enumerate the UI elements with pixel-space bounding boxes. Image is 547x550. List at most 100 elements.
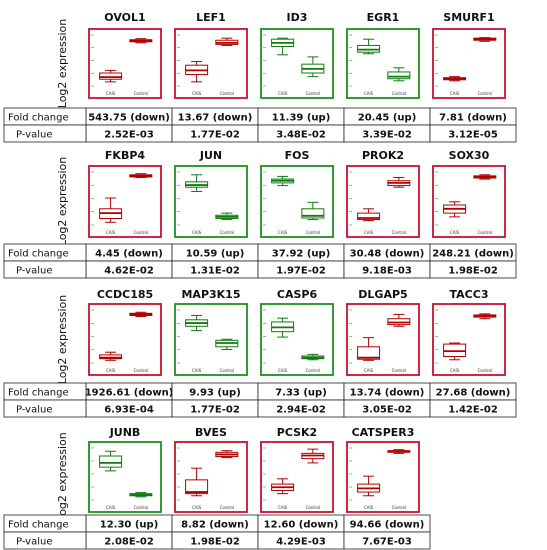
plot-frame xyxy=(260,303,334,376)
row-1-labels: Log2 expression Fold change P-value xyxy=(3,19,87,143)
gene-title: FKBP4 xyxy=(105,149,145,162)
category-label: CAIS xyxy=(278,91,288,96)
category-label: Control xyxy=(134,91,148,96)
box-control xyxy=(301,448,325,464)
fold-change-label: Fold change xyxy=(8,520,69,531)
category-label: CAIS xyxy=(106,91,116,96)
box-iqr xyxy=(357,212,381,221)
box-control xyxy=(301,353,325,361)
p-value: 1.31E-02 xyxy=(190,266,240,277)
category-label: Control xyxy=(478,91,492,96)
fold-change-value: 9.93 (up) xyxy=(189,388,241,399)
fold-change-value: 12.60 (down) xyxy=(264,520,339,531)
gene-title: CCDC185 xyxy=(97,288,153,301)
gene-title: PCSK2 xyxy=(277,426,317,439)
p-value-label: P-value xyxy=(16,266,52,277)
fold-change-value: 11.39 (up) xyxy=(272,113,331,124)
fold-change-value: 27.68 (down) xyxy=(436,388,511,399)
panel-prok2: PROK2 CAIS Control 30.48 (down) 9.18E-03 xyxy=(343,149,431,279)
y-axis-label: Log2 expression xyxy=(56,295,69,385)
panel-dlgap5: DLGAP5 CAIS Control 13.74 (down) 3.05E-02 xyxy=(343,288,431,418)
pvalue-cell xyxy=(429,124,517,143)
pvalue-label-cell xyxy=(3,399,87,418)
box-cais xyxy=(357,38,381,55)
pvalue-label-cell xyxy=(3,260,87,279)
box-iqr xyxy=(387,71,411,80)
gene-title: FOS xyxy=(285,149,310,162)
panel-fkbp4: FKBP4 CAIS Control 4.45 (down) 4.62E-02 xyxy=(85,149,173,279)
p-value: 7.67E-03 xyxy=(362,537,412,548)
gene-title: BVES xyxy=(195,426,227,439)
box-iqr xyxy=(99,72,123,80)
p-value: 1.77E-02 xyxy=(190,130,240,141)
fold-change-value: 30.48 (down) xyxy=(350,249,425,260)
p-value: 3.05E-02 xyxy=(362,405,412,416)
box-control xyxy=(215,450,239,459)
box-control xyxy=(215,212,239,221)
category-label: Control xyxy=(478,230,492,235)
fold-change-value: 37.92 (up) xyxy=(272,249,331,260)
panel-junb: JUNB CAIS Control 12.30 (up) 2.08E-02 xyxy=(85,426,173,550)
gene-title: EGR1 xyxy=(367,11,400,24)
fold-change-value: 543.75 (down) xyxy=(88,113,170,124)
box-cais xyxy=(185,314,209,332)
gene-title: MAP3K15 xyxy=(181,288,240,301)
pvalue-cell xyxy=(429,399,517,418)
p-value: 6.93E-04 xyxy=(104,405,154,416)
box-control xyxy=(473,313,497,320)
category-label: CAIS xyxy=(192,230,202,235)
gene-title: JUN xyxy=(199,149,222,162)
category-label: Control xyxy=(392,368,406,373)
plot-frame xyxy=(346,28,420,99)
pvalue-cell xyxy=(429,260,517,279)
gene-title: SOX30 xyxy=(449,149,490,162)
y-axis-label: Log2 expression xyxy=(56,432,69,522)
box-cais xyxy=(443,76,467,82)
box-cais xyxy=(357,208,381,222)
gene-title: PROK2 xyxy=(362,149,404,162)
p-value: 2.08E-02 xyxy=(104,537,154,548)
y-axis-label: Log2 expression xyxy=(56,19,69,109)
fold-change-value: 20.45 (up) xyxy=(358,113,417,124)
category-label: CAIS xyxy=(106,505,116,510)
panel-smurf1: SMURF1 CAIS Control 7.81 (down) 3.12E-05 xyxy=(429,11,517,143)
pvalue-label-cell xyxy=(3,124,87,143)
box-control xyxy=(301,56,325,78)
plot-frame xyxy=(88,441,162,513)
box-cais xyxy=(271,478,295,495)
box-cais xyxy=(357,475,381,497)
category-label: CAIS xyxy=(450,230,460,235)
category-label: Control xyxy=(392,230,406,235)
panel-lef1: LEF1 CAIS Control 13.67 (down) 1.77E-02 xyxy=(171,11,259,143)
plot-frame xyxy=(346,303,420,376)
box-control xyxy=(473,174,497,180)
box-cais xyxy=(357,337,381,361)
category-label: CAIS xyxy=(192,91,202,96)
box-control xyxy=(387,313,411,327)
fold-change-value: 13.74 (down) xyxy=(350,388,425,399)
fold-change-value: 8.82 (down) xyxy=(181,520,249,531)
p-value: 4.62E-02 xyxy=(104,266,154,277)
plot-frame xyxy=(260,441,334,513)
panel-id3: ID3 CAIS Control 11.39 (up) 3.48E-02 xyxy=(257,11,345,143)
category-label: CAIS xyxy=(364,230,374,235)
box-cais xyxy=(99,197,123,223)
panel-egr1: EGR1 CAIS Control 20.45 (up) 3.39E-02 xyxy=(343,11,431,143)
category-label: Control xyxy=(220,505,234,510)
panel-catsper3: CATSPER3 CAIS Control 94.66 (down) 7.67E-03 xyxy=(343,426,431,550)
box-iqr xyxy=(357,346,381,360)
box-control xyxy=(129,173,153,178)
box-cais xyxy=(271,317,295,338)
gene-title: TACC3 xyxy=(450,288,489,301)
plot-frame xyxy=(174,165,248,238)
gene-title: CASP6 xyxy=(277,288,318,301)
category-label: Control xyxy=(134,505,148,510)
panel-map3k15: MAP3K15 CAIS Control 9.93 (up) 1.77E-02 xyxy=(171,288,259,418)
box-control xyxy=(387,449,411,454)
category-label: Control xyxy=(134,230,148,235)
category-label: CAIS xyxy=(364,505,374,510)
gene-title: OVOL1 xyxy=(104,11,145,24)
